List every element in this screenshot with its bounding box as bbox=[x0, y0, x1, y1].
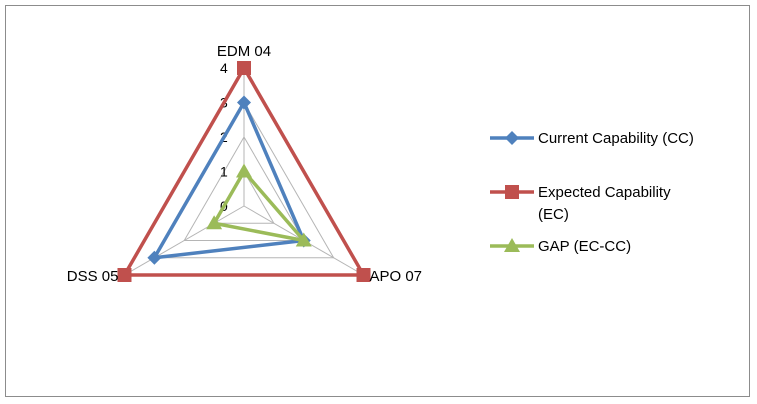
series-2 bbox=[206, 163, 312, 247]
data-point bbox=[117, 268, 132, 282]
data-point bbox=[295, 232, 312, 247]
grid-ring bbox=[183, 136, 305, 241]
series-line bbox=[122, 66, 366, 277]
data-point bbox=[505, 185, 519, 199]
series-line bbox=[152, 100, 306, 260]
grid-spoke bbox=[124, 205, 245, 276]
legend-label: Expected Capability bbox=[538, 184, 671, 201]
tick-label: 4 bbox=[220, 60, 228, 76]
legend-item: GAP (EC-CC) bbox=[490, 238, 631, 255]
chart-frame bbox=[5, 5, 750, 397]
data-point bbox=[504, 238, 520, 252]
series-layer bbox=[117, 61, 371, 282]
data-point bbox=[505, 131, 519, 145]
series-0 bbox=[147, 95, 311, 265]
series-line bbox=[212, 169, 306, 243]
legend-label: Current Capability (CC) bbox=[538, 130, 694, 147]
category-label: APO 07 bbox=[370, 268, 423, 285]
legend-item: Current Capability (CC) bbox=[490, 130, 694, 147]
data-point bbox=[236, 163, 252, 178]
legend: Current Capability (CC) Expected Capabil… bbox=[490, 130, 694, 255]
category-label: DSS 05 bbox=[67, 268, 119, 285]
legend-label: (EC) bbox=[538, 206, 569, 223]
data-point bbox=[206, 215, 223, 230]
data-point bbox=[237, 61, 251, 75]
data-point bbox=[237, 95, 251, 110]
legend-item: Expected Capability (EC) bbox=[490, 184, 671, 223]
legend-label: GAP (EC-CC) bbox=[538, 238, 631, 255]
tick-label: 1 bbox=[220, 164, 228, 180]
data-point bbox=[147, 250, 162, 265]
category-labels: EDM 04 APO 07 DSS 05 bbox=[67, 43, 422, 285]
series-1 bbox=[117, 61, 371, 282]
category-label: EDM 04 bbox=[217, 43, 271, 60]
data-point bbox=[356, 268, 371, 282]
